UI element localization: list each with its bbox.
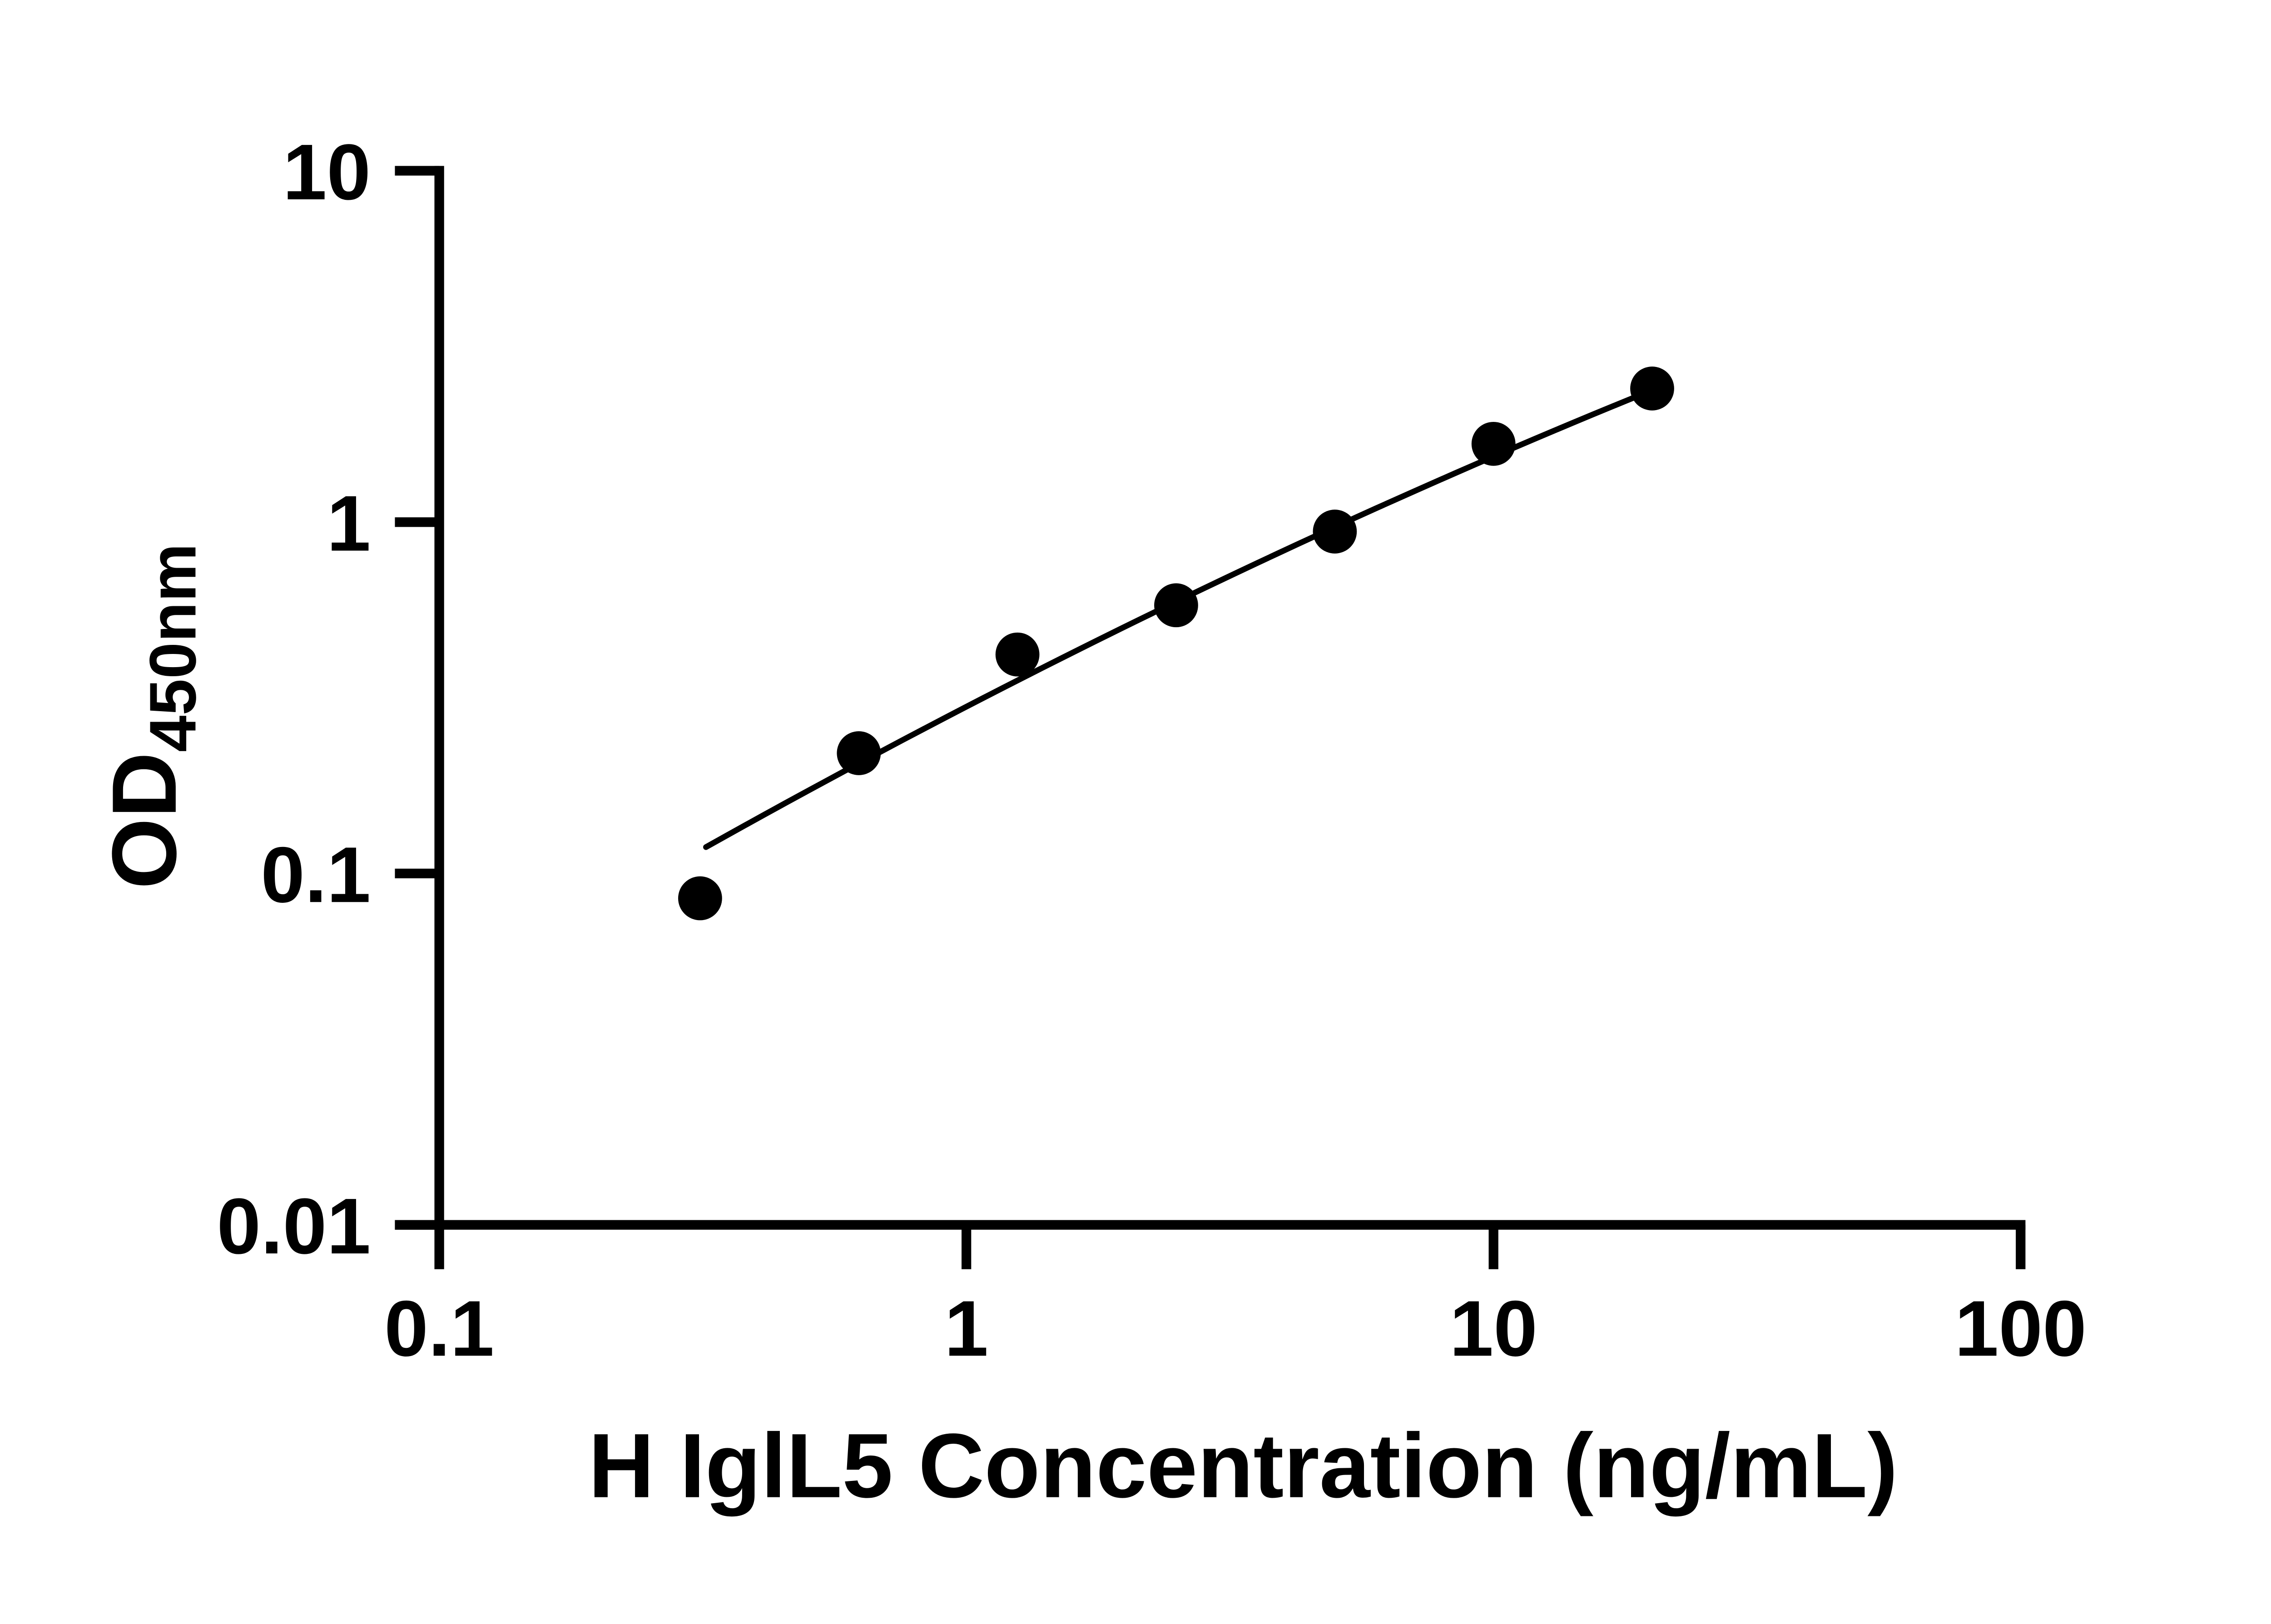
- x-tick-label: 100: [1955, 1284, 2087, 1372]
- y-axis-title: OD450nm: [93, 544, 210, 889]
- data-point: [1154, 583, 1198, 628]
- x-tick-label: 0.1: [384, 1284, 494, 1372]
- data-point: [995, 632, 1040, 677]
- y-tick-label: 10: [283, 128, 371, 216]
- x-axis-title: H IglL5 Concentration (ng/mL): [588, 1415, 1898, 1517]
- y-tick-label: 0.01: [217, 1182, 371, 1270]
- data-point: [1313, 510, 1357, 554]
- y-axis-title-main: OD: [93, 752, 195, 889]
- data-point: [678, 876, 722, 921]
- y-tick-label: 1: [327, 479, 371, 568]
- y-axis-title-subscript: 450nm: [136, 544, 209, 753]
- data-point: [837, 731, 881, 775]
- y-tick-label: 0.1: [261, 830, 371, 919]
- data-point: [1471, 422, 1516, 466]
- x-tick-label: 1: [944, 1284, 988, 1372]
- data-point: [1630, 366, 1674, 411]
- x-tick-label: 10: [1449, 1284, 1537, 1372]
